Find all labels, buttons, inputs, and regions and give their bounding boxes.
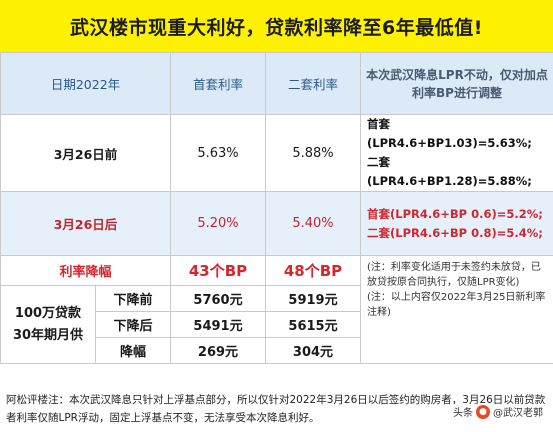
header-note: 本次武汉降息LPR不动，仅对加点利率BP进行调整 — [360, 52, 553, 115]
loan-row-label: 降幅 — [95, 337, 171, 364]
watermark-prefix: 头条 — [453, 408, 473, 419]
drop-second: 48个BP — [265, 255, 361, 286]
after-note-first-rest: (LPR4.6+BP 0.6)=5.2%; — [390, 206, 543, 221]
after-note-second: 二套(LPR4.6+BP 0.8)=5.4%; — [367, 224, 547, 243]
watermark-logo-icon: ● — [476, 404, 490, 419]
loan-row-label: 下降后 — [95, 311, 171, 338]
table-row: 3月26日后 5.20% 5.40% 首套(LPR4.6+BP 0.6)=5.2… — [0, 191, 553, 256]
footnote-1: (注：利率变化适用于未签约未放贷，已放贷按原合同执行，仅随LPR变化) — [367, 262, 541, 288]
table-header-row: 日期2022年 首套利率 二套利率 本次武汉降息LPR不动，仅对加点利率BP进行… — [0, 52, 553, 115]
rate-table: 日期2022年 首套利率 二套利率 本次武汉降息LPR不动，仅对加点利率BP进行… — [0, 52, 553, 387]
headline-banner: 武汉楼市现重大利好，贷款利率降至6年最低值! — [0, 0, 553, 52]
table-row: 下降后 5491元 5615元 — [1, 311, 553, 338]
before-second-rate: 5.88% — [265, 114, 361, 192]
loan-row-first: 269元 — [170, 337, 266, 364]
commentary-text: 阿松评楼注：本次武汉降息只针对上浮基点部分，所以仅针对2022年3月26日以后签… — [6, 394, 546, 424]
after-date-label: 3月26日后 — [0, 191, 171, 256]
loan-row-second: 304元 — [265, 337, 361, 364]
header-second-rate: 二套利率 — [265, 52, 361, 115]
before-first-rate: 5.63% — [170, 114, 266, 192]
header-date: 日期2022年 — [0, 52, 171, 115]
after-second-rate: 5.40% — [265, 191, 361, 256]
after-note-second-rest: (LPR4.6+BP 0.8)=5.4%; — [390, 225, 543, 240]
drop-label: 利率降幅 — [0, 255, 171, 286]
loan-row-first: 5760元 — [170, 285, 266, 312]
before-date-label: 3月26日前 — [0, 114, 171, 192]
loan-label-line2: 30年期月供 — [12, 327, 84, 343]
table-footnotes: (注：利率变化适用于未签约未放贷，已放贷按原合同执行，仅随LPR变化) (注：以… — [360, 255, 553, 364]
loan-label: 100万贷款 30年期月供 — [0, 285, 96, 364]
footnote-2: (注：以上内容仅2022年3月25日新利率注释) — [367, 292, 546, 318]
after-first-rate: 5.20% — [170, 191, 266, 256]
watermark: 头条 ● @武汉老郭 — [449, 404, 547, 419]
table-row: 利率降幅 43个BP 48个BP (注：利率变化适用于未签约未放贷，已放贷按原合… — [0, 255, 553, 364]
after-note: 首套(LPR4.6+BP 0.6)=5.2%; 二套(LPR4.6+BP 0.8… — [360, 191, 553, 256]
after-note-first: 首套(LPR4.6+BP 0.6)=5.2%; — [367, 205, 547, 224]
after-note-first-label: 首套 — [367, 206, 390, 221]
loan-row-second: 5919元 — [265, 285, 361, 312]
after-note-second-label: 二套 — [367, 225, 390, 240]
loan-row-label: 下降前 — [95, 285, 171, 312]
headline-title: 武汉楼市现重大利好，贷款利率降至6年最低值! — [70, 16, 483, 39]
before-note-first: 首套(LPR4.6+BP1.03)=5.63%; — [367, 117, 532, 150]
watermark-text: @武汉老郭 — [493, 408, 543, 419]
loan-label-line1: 100万贷款 — [14, 305, 82, 321]
table-row: 3月26日前 5.63% 5.88% 首套(LPR4.6+BP1.03)=5.6… — [0, 114, 553, 192]
table-row: 降幅 269元 304元 — [1, 337, 553, 364]
header-first-rate: 首套利率 — [170, 52, 266, 115]
drop-first: 43个BP — [170, 255, 266, 286]
before-note-second: 二套(LPR4.6+BP1.28)=5.88%; — [367, 155, 532, 188]
table-row: 100万贷款 30年期月供 下降前 5760元 5919元 — [0, 285, 553, 364]
loan-row-first: 5491元 — [170, 311, 266, 338]
before-note: 首套(LPR4.6+BP1.03)=5.63%; 二套(LPR4.6+BP1.2… — [360, 114, 553, 192]
loan-row-second: 5615元 — [265, 311, 361, 338]
